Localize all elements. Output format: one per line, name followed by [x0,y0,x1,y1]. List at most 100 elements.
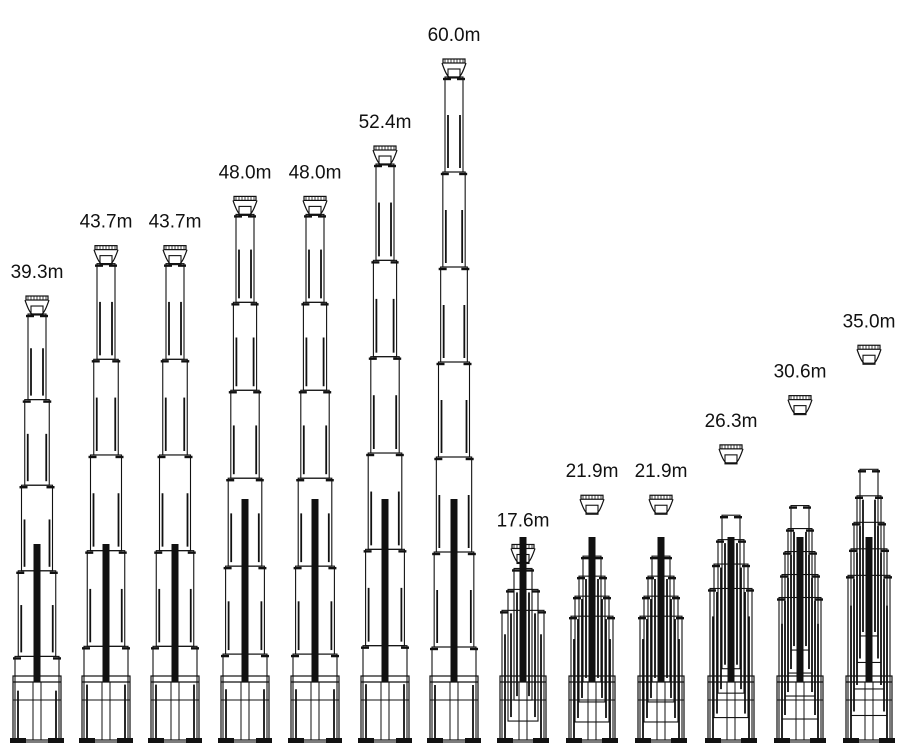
mast-foot [705,738,721,743]
mast-foot [879,738,895,743]
mast-base [568,675,616,741]
hydraulic-ram [727,537,735,682]
mast-1 [10,295,64,743]
mast-section [437,361,471,458]
mast-base [429,675,479,741]
mast-base [290,675,340,741]
mast-8 [497,537,549,743]
mast-head-block [168,255,182,266]
mast-head-bracket [718,448,744,464]
mast-base [150,675,200,741]
mast-height-label: 48.0m [219,162,272,183]
hydraulic-ram [796,537,804,682]
mast-foot [671,738,687,743]
mast-foot [566,738,582,743]
mast-section [158,454,192,552]
mast-12 [774,395,826,743]
mast-2 [79,245,133,743]
hydraulic-ram [311,499,319,682]
mast-height-label: 21.9m [635,461,688,482]
mast-head-block [793,405,807,416]
mast-3 [148,245,202,743]
mast-foot [288,738,304,743]
hydraulic-ram [588,537,596,682]
mast-foot [326,738,342,743]
hydraulic-ram [450,499,458,682]
mast-height-label: 39.3m [11,262,64,283]
mast-base [499,675,547,741]
mast-section [370,356,400,454]
mast-foot [10,738,26,743]
mast-foot [602,738,618,743]
mast-base [12,675,62,741]
mast-5 [288,195,342,743]
mast-height-label: 43.7m [80,212,133,233]
mast-head-bracket [302,200,328,215]
mast-head-bracket [856,349,882,364]
mast-head-block [585,504,599,515]
mast-foot [774,738,790,743]
mast-10 [635,494,687,743]
mast-foot [79,738,95,743]
hydraulic-ram [241,499,249,682]
mast-base [707,675,755,741]
mast-foot [256,738,272,743]
mast-height-label: 43.7m [149,212,202,233]
mast-foot [533,738,549,743]
mast-head-bracket [93,249,119,265]
mast-head-block [516,553,530,565]
mast-height-label: 52.4m [359,112,412,133]
mast-height-label: 48.0m [289,162,342,183]
hydraulic-ram [865,537,873,682]
mast-foot [218,738,234,743]
mast-section [440,266,468,363]
mast-section [300,389,330,479]
mast-head-bracket [510,548,536,564]
mast-head-bracket [787,399,813,415]
mast-base [637,675,685,741]
mast-head-block [238,205,252,216]
mast-base [845,675,893,741]
mast-foot [497,738,513,743]
mast-head-bracket [441,62,467,78]
mast-foot [465,738,481,743]
mast-head-block [378,155,392,166]
mast-foot [741,738,757,743]
mast-section [230,389,260,479]
mast-head-bracket [24,299,50,315]
mast-foot [186,738,202,743]
mast-base [776,675,824,741]
mast-height-label: 21.9m [566,461,619,482]
mast-11 [705,444,757,743]
mast-head-bracket [162,249,188,265]
mast-head-block [99,255,113,266]
mast-foot [635,738,651,743]
mast-foot [427,738,443,743]
mast-head-block [30,305,44,316]
hydraulic-ram [519,537,527,682]
mast-head-bracket [372,149,398,165]
mast-foot [148,738,164,743]
mast-head-block [862,354,876,365]
mast-foot [48,738,64,743]
mast-height-label: 26.3m [705,411,758,432]
mast-height-label: 17.6m [497,510,550,531]
mast-foot [843,738,859,743]
mast-head-bracket [232,200,258,215]
mast-height-label: 60.0m [428,25,481,46]
mast-13 [843,344,895,743]
mast-4 [218,195,272,743]
mast-foot [396,738,412,743]
mast-head-block [447,68,461,79]
mast-foot [810,738,826,743]
mast-head-block [724,454,738,465]
hydraulic-ram [171,544,179,682]
mast-head-bracket [648,499,674,514]
mast-6 [358,145,412,743]
mast-base [220,675,270,741]
mast-foot [358,738,374,743]
mast-head-bracket [579,499,605,514]
mast-7 [427,58,481,743]
hydraulic-ram [33,544,41,682]
